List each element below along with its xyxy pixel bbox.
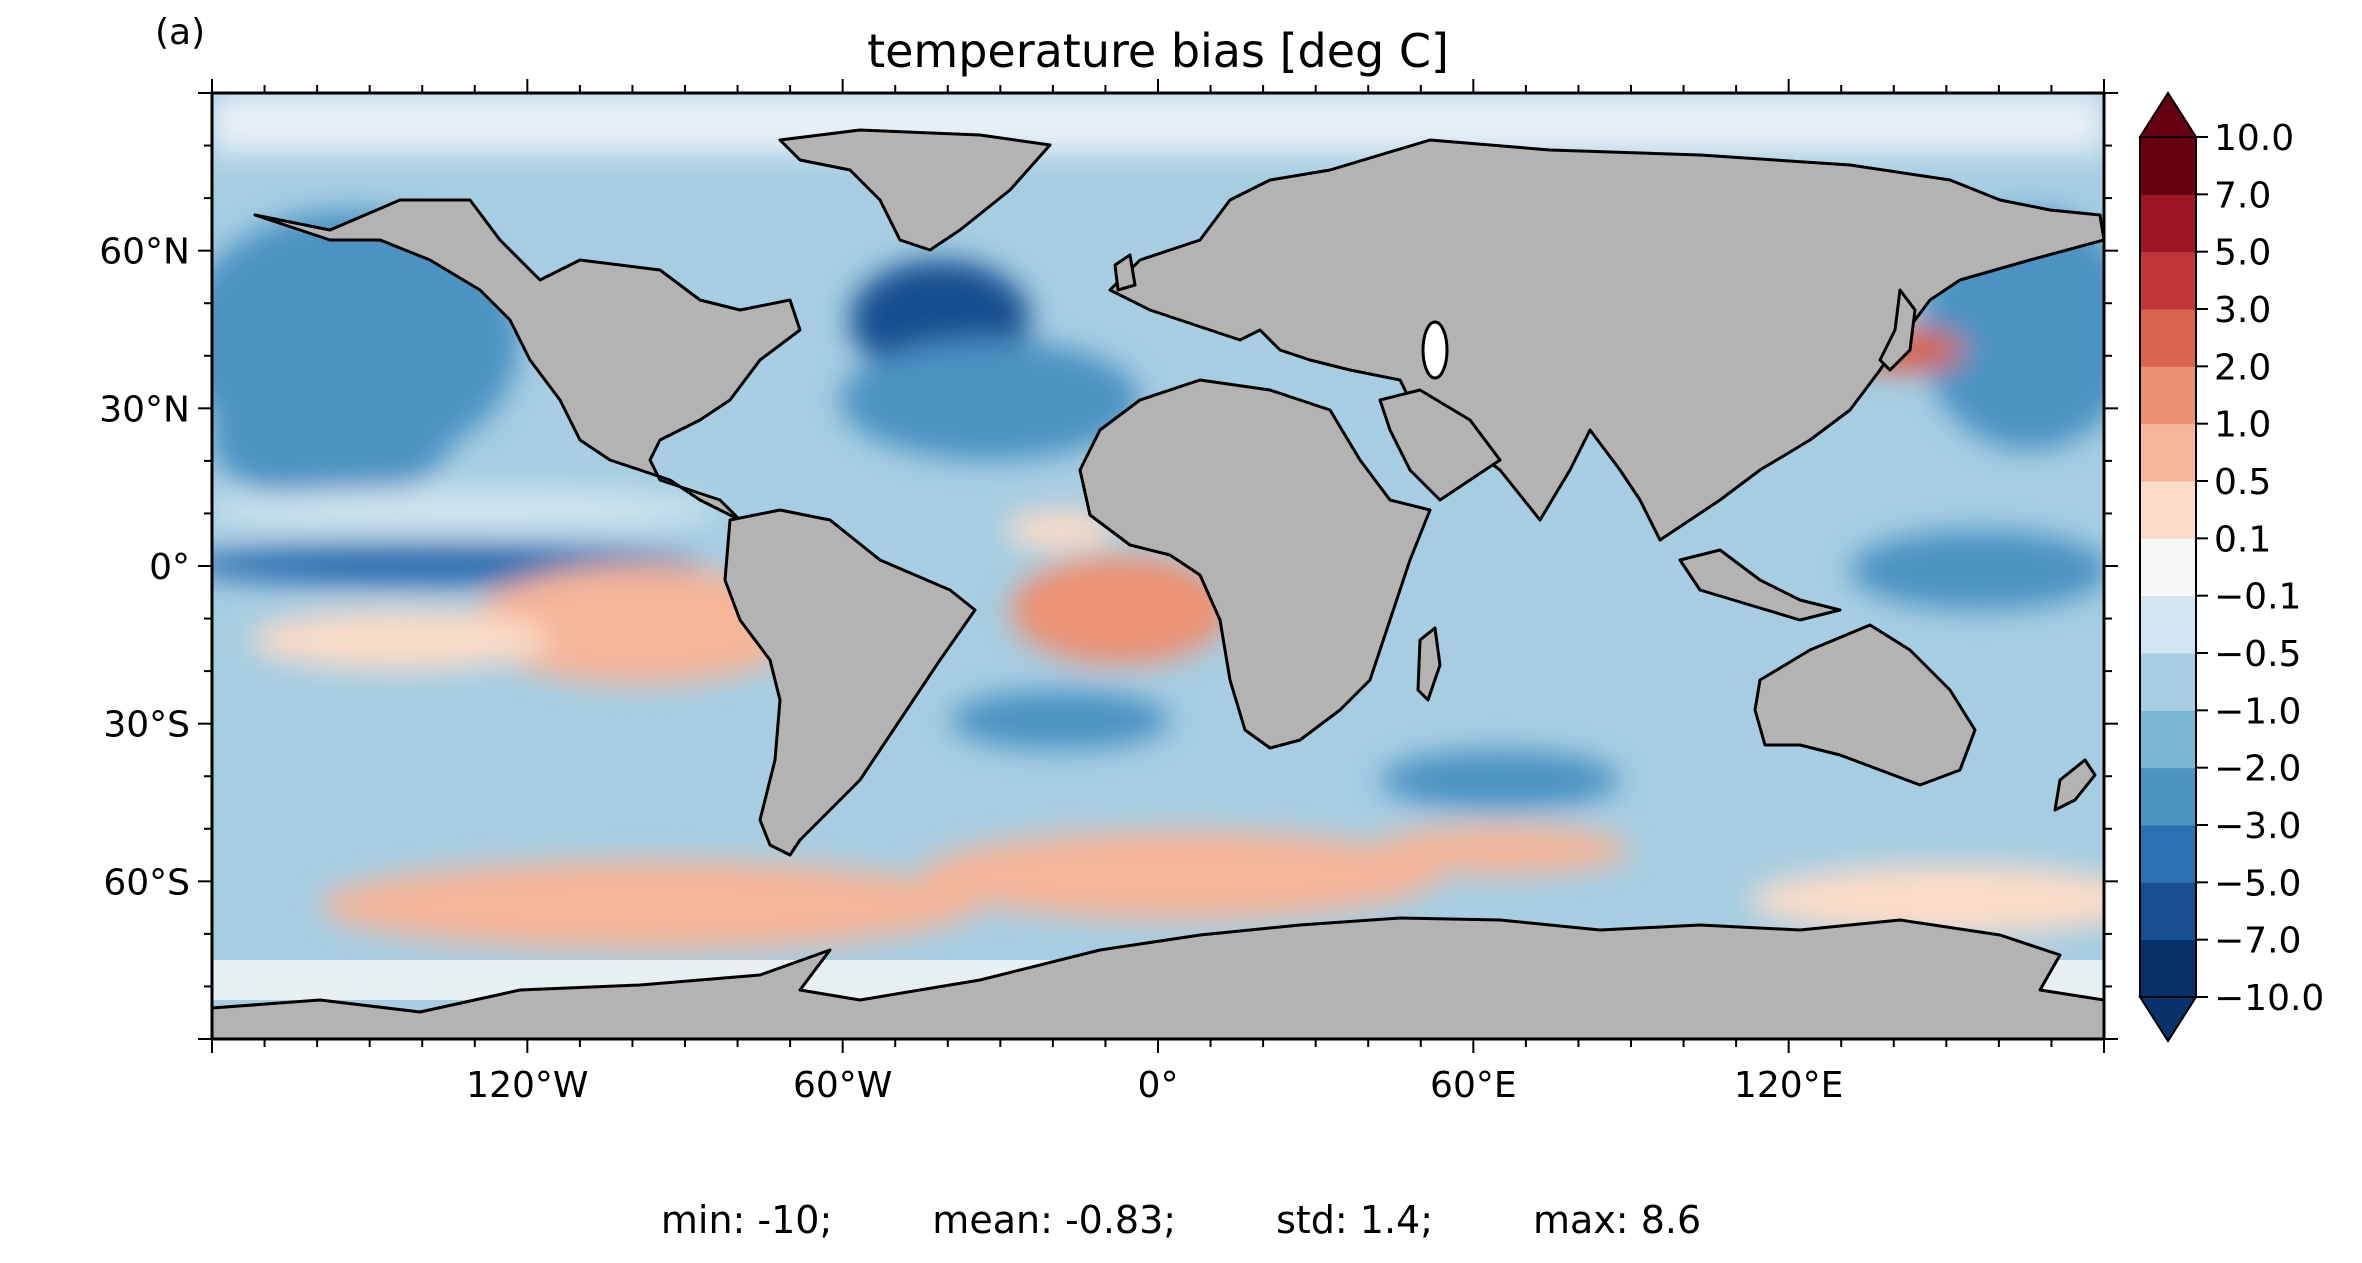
colorbar-extend-min (2138, 996, 2198, 1043)
se-atlantic-warm (1010, 555, 1230, 665)
colorbar-segment (2140, 882, 2196, 941)
arabia (1378, 388, 1502, 502)
y-ticks: 60°N 30°N 0° 30°S 60°S (99, 92, 2118, 1040)
bias-field (212, 93, 2104, 950)
colorbar-segment (2140, 309, 2196, 367)
colorbar-segment (2140, 710, 2196, 769)
map-area (212, 93, 2104, 1039)
colorbar-segment (2140, 251, 2196, 310)
w-pacific-cold (1850, 530, 2104, 610)
panel-label: (a) (155, 12, 206, 53)
southern-ocean-warm-2 (920, 830, 1440, 920)
x-tick-label: 60°E (1430, 1065, 1517, 1106)
n-atlantic-cold-2 (840, 340, 1140, 460)
land (212, 128, 2104, 1039)
stat-min: min: -10; (660, 1198, 833, 1242)
caspian-sea (1421, 320, 1449, 380)
x-tick-label: 0° (1138, 1065, 1179, 1106)
x-ticks: 120°W 60°W 0° 60°E 120°E (211, 79, 2105, 1106)
colorbar-tick-label: −3.0 (2214, 806, 2301, 847)
stat-mean: mean: -0.83; (932, 1198, 1177, 1242)
y-tick-label: 0° (149, 547, 190, 588)
se-pacific-warm (470, 565, 810, 685)
colorbar-tick-label: −0.5 (2214, 634, 2301, 675)
new-zealand (2053, 758, 2097, 812)
colorbar-segment (2140, 653, 2196, 711)
colorbar: 10.0 7.0 5.0 3.0 2.0 1.0 0.5 0.1 −0.1 −0.5 −1.0 −2.… (2138, 91, 2324, 1043)
colorbar-segment (2140, 366, 2196, 425)
colorbar-tick-label: 0.5 (2214, 462, 2271, 503)
japan (1878, 288, 1917, 372)
y-tick-label: 30°S (103, 705, 190, 746)
south-america (723, 508, 977, 857)
colorbar-tick-label: −5.0 (2214, 863, 2301, 904)
stats-line: min: -10; mean: -0.83; std: 1.4; max: 8.6 (0, 1198, 2362, 1242)
colorbar-tick-label: −0.1 (2214, 577, 2301, 618)
colorbar-tick-label: 5.0 (2214, 233, 2271, 274)
s-atlantic-cold (950, 690, 1170, 750)
colorbar-tick-label: 1.0 (2214, 405, 2271, 446)
colorbar-segment (2140, 767, 2196, 826)
southern-ocean-warm-3 (1370, 825, 1630, 875)
colorbar-tick-label: −1.0 (2214, 691, 2301, 732)
australia (1753, 623, 1977, 787)
antarctica (212, 916, 2104, 1039)
north-america (253, 198, 802, 522)
southern-ocean-warm-1 (320, 860, 980, 950)
y-tick-label: 60°N (99, 232, 190, 273)
colorbar-frame (2139, 136, 2197, 998)
colorbar-segment (2140, 825, 2196, 883)
colorbar-segment (2140, 595, 2196, 654)
colorbar-tick-label: 7.0 (2214, 175, 2271, 216)
s-indian-cold (1380, 750, 1620, 810)
colorbar-tick-label: −10.0 (2214, 978, 2324, 1019)
colorbar-tick-label: −2.0 (2214, 749, 2301, 790)
colorbar-tick-label: 3.0 (2214, 290, 2271, 331)
greenland (778, 128, 1052, 252)
stat-max: max: 8.6 (1533, 1198, 1702, 1242)
colorbar-tick-label: 0.1 (2214, 519, 2271, 560)
colorbar-segment (2140, 194, 2196, 253)
uk (1113, 253, 1137, 292)
africa (1078, 378, 1432, 750)
colorbar-segment (2140, 538, 2196, 597)
n-pacific-subtropic (212, 380, 450, 500)
y-tick-label: 30°N (99, 389, 190, 430)
southern-ocean-warm-4 (1750, 865, 2104, 935)
stat-std: std: 1.4; (1276, 1198, 1434, 1242)
colorbar-segment (2140, 423, 2196, 482)
colorbar-tick-label: 10.0 (2214, 118, 2294, 159)
chart-title: temperature bias [deg C] (867, 24, 1449, 78)
colorbar-segment (2140, 137, 2196, 195)
colorbar-tick-label: −7.0 (2214, 921, 2301, 962)
x-tick-label: 60°W (793, 1065, 892, 1106)
eurasia (1108, 138, 2104, 542)
y-tick-label: 60°S (103, 862, 190, 903)
x-tick-label: 120°E (1734, 1065, 1843, 1106)
arctic-band (212, 93, 2104, 153)
colorbar-tick-label: 2.0 (2214, 347, 2271, 388)
indonesia (1678, 548, 1842, 622)
eq-pacific-pale (212, 488, 720, 532)
colorbar-extend-max (2138, 91, 2198, 138)
x-tick-label: 120°W (466, 1065, 588, 1106)
gulf-guinea-warm (1005, 510, 1115, 550)
colorbar-segment (2140, 481, 2196, 539)
madagascar (1416, 626, 1442, 702)
colorbar-segment (2140, 939, 2196, 998)
s-pacific-warm-band (250, 610, 550, 670)
